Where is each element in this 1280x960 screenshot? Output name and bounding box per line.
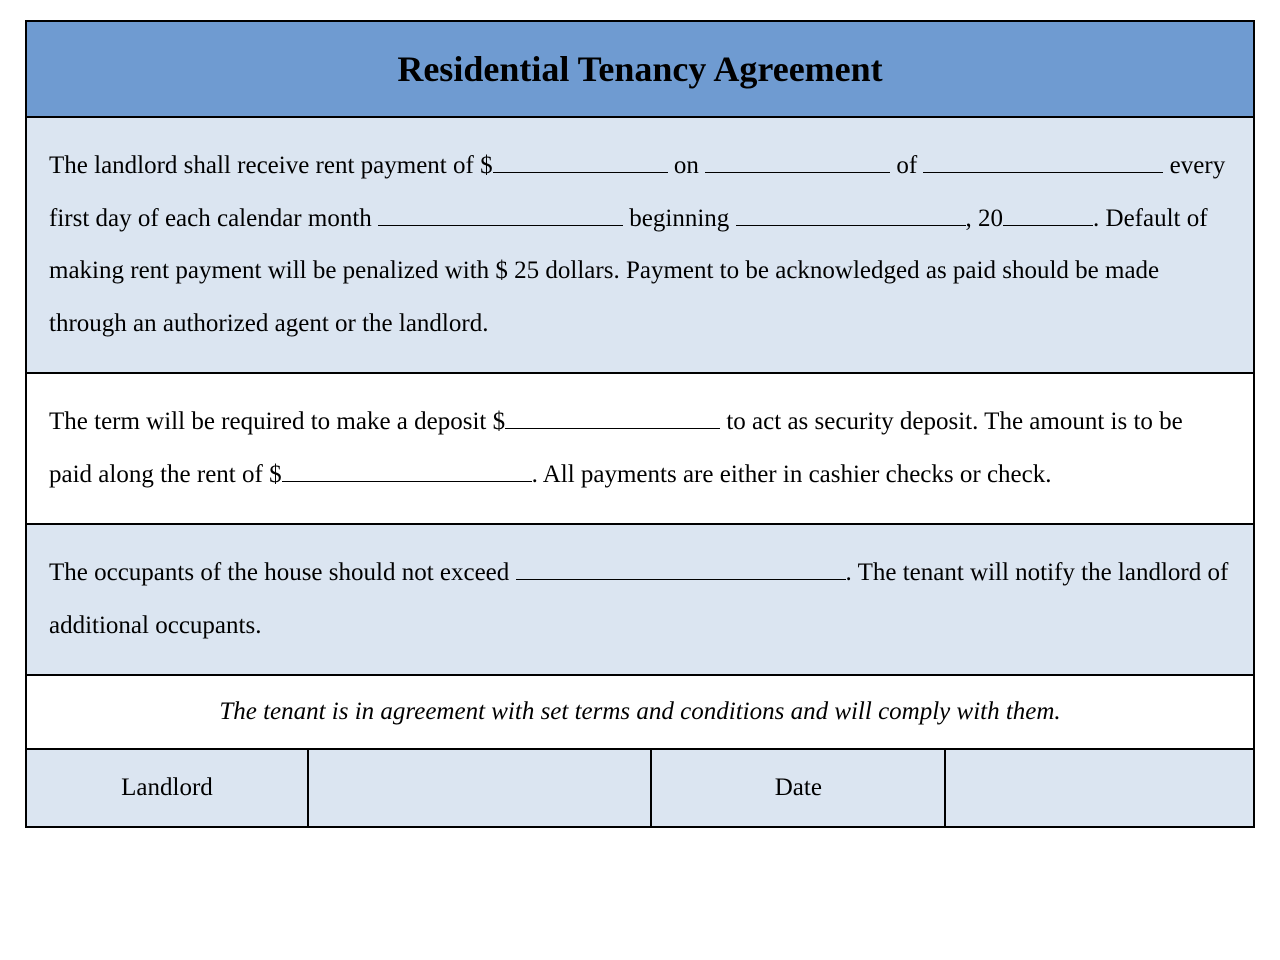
- form-title: Residential Tenancy Agreement: [37, 48, 1243, 90]
- rent-year-blank[interactable]: [1003, 225, 1093, 226]
- rent-of-blank[interactable]: [923, 172, 1163, 173]
- form-header: Residential Tenancy Agreement: [27, 22, 1253, 118]
- signature-row: Landlord Date: [27, 750, 1253, 826]
- landlord-label: Landlord: [27, 750, 309, 826]
- occupants-section: The occupants of the house should not ex…: [27, 525, 1253, 676]
- text: . All payments are either in cashier che…: [532, 461, 1052, 488]
- rent-amount-blank[interactable]: [493, 172, 668, 173]
- rent-on-blank[interactable]: [705, 172, 890, 173]
- agreement-text: The tenant is in agreement with set term…: [219, 698, 1060, 725]
- text: The term will be required to make a depo…: [49, 408, 505, 435]
- deposit-rent-blank[interactable]: [282, 481, 532, 482]
- form-container: Residential Tenancy Agreement The landlo…: [25, 20, 1255, 828]
- text: beginning: [623, 205, 736, 232]
- text: of: [890, 152, 923, 179]
- rent-beginning-blank[interactable]: [736, 225, 966, 226]
- deposit-amount-blank[interactable]: [505, 428, 720, 429]
- text: The occupants of the house should not ex…: [49, 559, 516, 586]
- landlord-signature-blank[interactable]: [309, 750, 652, 826]
- rent-payment-section: The landlord shall receive rent payment …: [27, 118, 1253, 374]
- deposit-section: The term will be required to make a depo…: [27, 374, 1253, 525]
- date-blank[interactable]: [946, 750, 1253, 826]
- date-label: Date: [652, 750, 946, 826]
- text: on: [668, 152, 706, 179]
- agreement-statement: The tenant is in agreement with set term…: [27, 676, 1253, 750]
- text: The landlord shall receive rent payment …: [49, 152, 493, 179]
- occupants-blank[interactable]: [516, 579, 846, 580]
- text: , 20: [966, 205, 1004, 232]
- rent-month-blank[interactable]: [378, 225, 623, 226]
